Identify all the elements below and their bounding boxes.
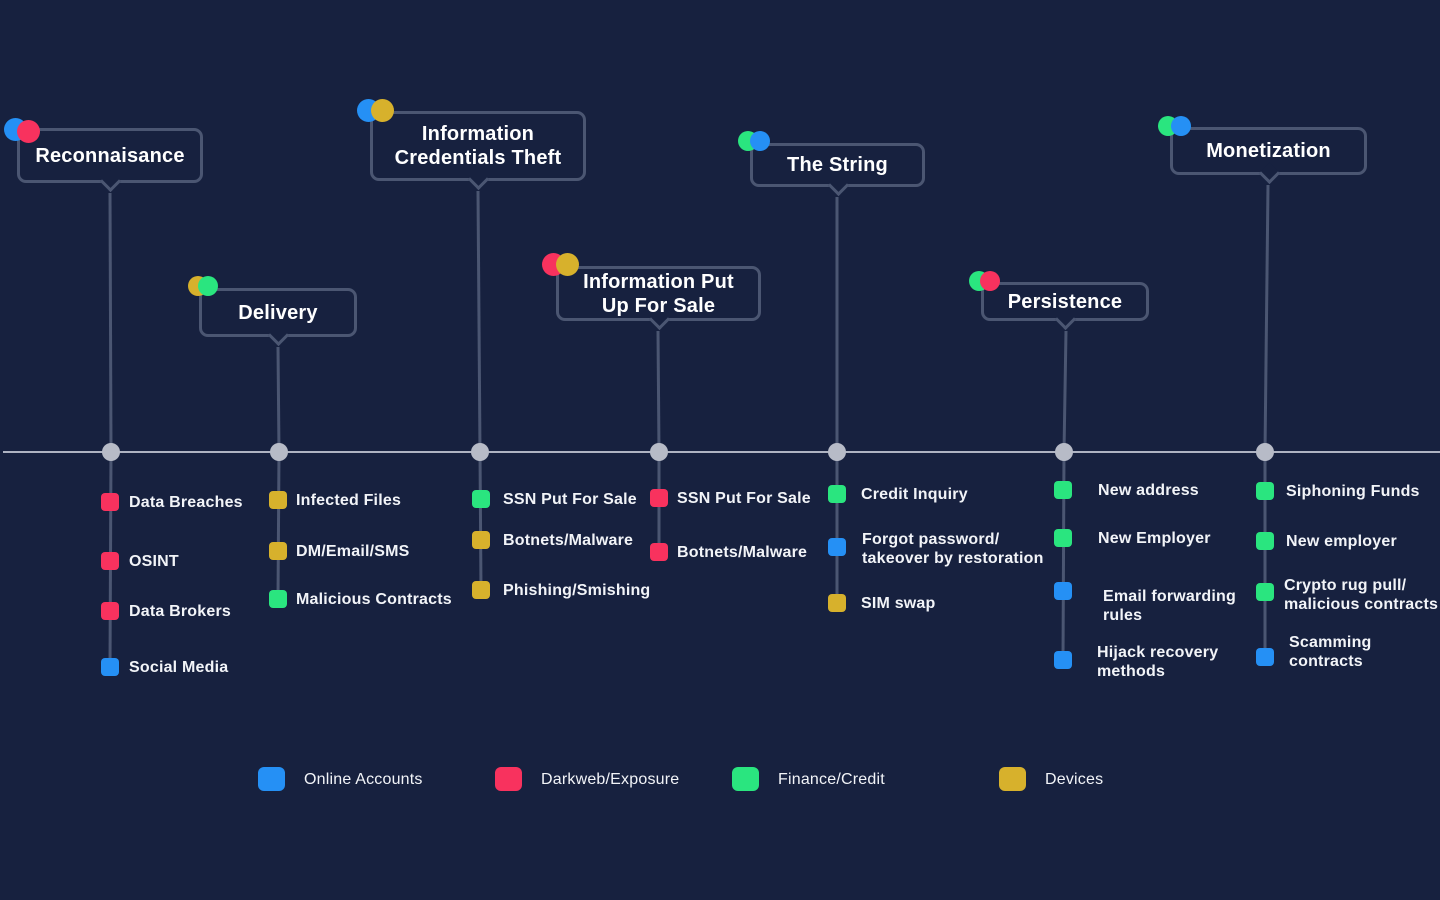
stage-box: Delivery [199,288,357,347]
timeline-node [650,443,668,461]
stage-item-label: SIM swap [861,595,936,612]
item-category-marker [269,542,287,560]
stage-title: Information Credentials Theft [394,123,562,169]
category-tag-dot [1171,116,1191,136]
item-category-marker [828,485,846,503]
item-connector [276,451,281,600]
legend-label: Devices [1045,771,1104,788]
timeline-node [1256,443,1274,461]
stage-item-label: Credit Inquiry [861,486,968,503]
category-tag-dot [198,276,218,296]
stage-item-label: Siphoning Funds [1286,483,1420,500]
item-category-marker [101,658,119,676]
category-tag-dot [750,131,770,151]
stage-item-label: Crypto rug pull/malicious contracts [1284,577,1439,613]
timeline-node [270,443,288,461]
item-category-marker [1256,532,1274,550]
item-category-marker [1054,651,1072,669]
item-category-marker [269,590,287,608]
item-category-marker [101,552,119,570]
category-tag-dot [17,120,40,143]
stage-item-label: Scamming contracts [1289,634,1372,670]
item-category-marker [828,538,846,556]
timeline-node [471,443,489,461]
category-tag-dot [371,99,394,122]
stage-item-label: DM/Email/SMS [296,543,410,560]
stage-box: Information Put Up For Sale [556,266,761,331]
stage-item-label: Phishing/Smishing [503,582,651,599]
stage-box: Monetization [1170,127,1367,185]
item-category-marker [1054,582,1072,600]
item-category-marker [1054,481,1072,499]
item-category-marker [1256,648,1274,666]
legend-swatch [732,767,759,791]
stage-item-label: Data Breaches [129,494,243,511]
legend-label: Online Accounts [304,771,423,788]
item-category-marker [472,531,490,549]
stage-box: Reconnaisance [17,128,203,193]
stage-box: The String [750,143,925,197]
stage-item-label: Data Brokers [129,603,232,620]
stage-connector [276,346,281,453]
item-category-marker [1256,583,1274,601]
legend-label: Finance/Credit [778,771,885,788]
stage-title: Reconnaisance [35,144,185,167]
legend-swatch [258,767,285,791]
item-category-marker [269,491,287,509]
stage-connector [108,192,113,453]
stage-item-label: Infected Files [296,492,402,509]
item-category-marker [101,493,119,511]
stage-connector [1263,184,1270,453]
stage-connector [656,330,661,453]
stage-item-label: Botnets/Malware [503,532,634,549]
stage-item-label: Botnets/Malware [677,544,808,561]
stage-item-label: SSN Put For Sale [503,491,637,508]
timeline-node [1055,443,1073,461]
stage-item-label: OSINT [129,553,179,570]
item-category-marker [472,490,490,508]
stage-title: Information Put Up For Sale [583,270,734,317]
legend-swatch [999,767,1026,791]
stage-item-label: Email forwarding rules [1103,588,1236,624]
legend-label: Darkweb/Exposure [541,771,680,788]
stage-title: The String [787,154,888,176]
stage-item-label: New address [1098,482,1199,499]
item-category-marker [828,594,846,612]
stage-item-label: Malicious Contracts [296,591,452,608]
stage-item-label: New Employer [1098,530,1211,547]
stage-title: Monetization [1206,140,1331,162]
timeline-node [102,443,120,461]
stage-item-label: Social Media [129,659,229,676]
stage-title: Persistence [1007,290,1123,313]
stage-connector [1062,330,1068,453]
item-connector [478,451,483,591]
timeline-node [828,443,846,461]
stage-item-label: Forgot password/takeover by restoration [862,531,1044,567]
category-tag-dot [980,271,1000,291]
item-category-marker [101,602,119,620]
category-tag-dot [556,253,579,276]
stage-box: Information Credentials Theft [370,111,586,191]
stage-item-label: Hijack recovery methods [1097,644,1219,680]
stage-connector [476,190,482,453]
item-category-marker [1054,529,1072,547]
stage-item-label: New employer [1286,533,1397,550]
stage-item-label: SSN Put For Sale [677,490,811,507]
item-category-marker [1256,482,1274,500]
item-category-marker [650,489,668,507]
item-category-marker [472,581,490,599]
item-category-marker [650,543,668,561]
stage-box: Persistence [981,282,1149,331]
legend-swatch [495,767,522,791]
stage-title: Delivery [238,301,318,324]
